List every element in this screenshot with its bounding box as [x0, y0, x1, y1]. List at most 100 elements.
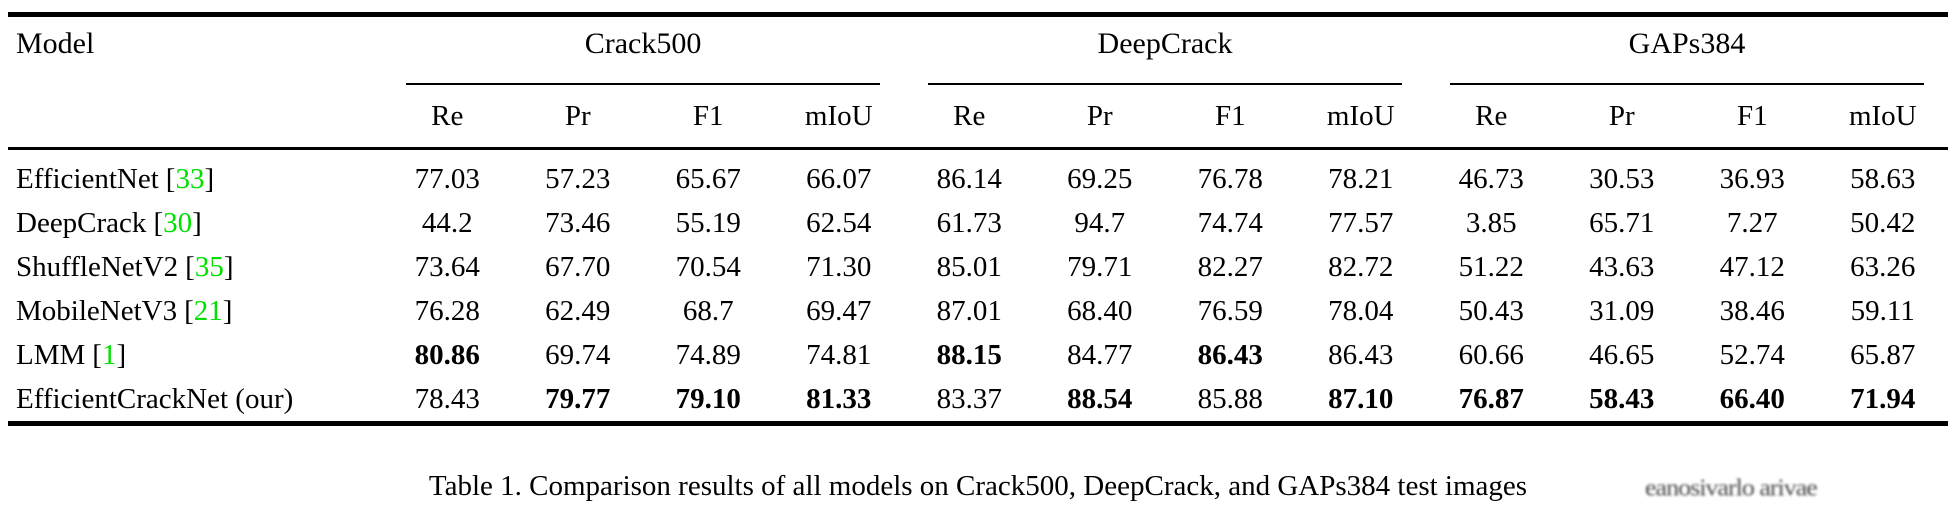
model-name-label: MobileNetV3 — [16, 294, 178, 327]
metric-value: 65.67 — [675, 162, 741, 195]
column-header-f1: F1 — [1687, 85, 1818, 150]
model-name: MobileNetV3 [21] — [8, 289, 382, 333]
metric-value: 85.01 — [936, 250, 1002, 283]
citation-link[interactable]: [35] — [185, 250, 234, 283]
metric-value: 82.27 — [1197, 250, 1263, 283]
metric-value: 94.7 — [1074, 206, 1126, 239]
metric-value: 87.10 — [1328, 382, 1394, 415]
metric-value: 87.01 — [936, 294, 1002, 327]
metric-value: 66.40 — [1719, 382, 1785, 415]
table-row: EfficientCrackNet (our) 78.43 79.77 79.10 81… — [8, 377, 1948, 424]
metric-value: 70.54 — [675, 250, 741, 283]
model-name-label: ShuffleNetV2 — [16, 250, 179, 283]
column-header-model: Model — [8, 14, 382, 150]
column-header-miou: mIoU — [1295, 85, 1427, 150]
metric-value: 76.87 — [1458, 382, 1524, 415]
metric-value: 71.30 — [806, 250, 872, 283]
table-row: LMM [1] 80.86 69.74 74.89 74.81 88.15 84.77 86.4… — [8, 333, 1948, 377]
metric-value: 62.49 — [545, 294, 611, 327]
table-header: Model Crack500 DeepCrack GAPs384 Re Pr F… — [8, 14, 1949, 150]
metric-value: 79.77 — [545, 382, 611, 415]
citation-number[interactable]: 33 — [175, 162, 205, 195]
metric-value: 79.10 — [675, 382, 741, 415]
group-header-gaps384: GAPs384 — [1426, 15, 1948, 86]
table-row: ShuffleNetV2 [35] 73.64 67.70 70.54 71.30 85.0… — [8, 245, 1948, 289]
metric-value: 43.63 — [1589, 250, 1655, 283]
model-name: LMM [1] — [8, 333, 382, 377]
citation-number[interactable]: 1 — [101, 338, 117, 371]
metric-value: 82.72 — [1328, 250, 1394, 283]
citation-number[interactable]: 35 — [194, 250, 224, 283]
caption-artifact-text: eanosivarlo arivae — [1645, 474, 1818, 501]
model-name: EfficientCrackNet (our) — [8, 377, 382, 424]
metric-value: 47.12 — [1719, 250, 1785, 283]
metric-value: 74.81 — [806, 338, 872, 371]
metric-value: 68.40 — [1067, 294, 1133, 327]
paper-table-figure: Model Crack500 DeepCrack GAPs384 Re Pr F… — [0, 12, 1956, 523]
metric-value: 59.11 — [1850, 294, 1915, 327]
table-row: DeepCrack [30] 44.2 73.46 55.19 62.54 61.73 94.… — [8, 201, 1948, 245]
metric-value: 58.63 — [1850, 162, 1916, 195]
column-header-f1: F1 — [643, 85, 774, 150]
citation-number[interactable]: 30 — [163, 206, 193, 239]
metric-value: 58.43 — [1589, 382, 1655, 415]
metric-value: 74.74 — [1197, 206, 1263, 239]
model-name-label: DeepCrack — [16, 206, 147, 239]
comparison-table: Model Crack500 DeepCrack GAPs384 Re Pr F… — [8, 12, 1949, 426]
model-name: ShuffleNetV2 [35] — [8, 245, 382, 289]
citation-link[interactable]: [33] — [165, 162, 215, 195]
metric-value: 69.47 — [806, 294, 872, 327]
metric-value: 62.54 — [806, 206, 872, 239]
metric-value: 76.59 — [1197, 294, 1263, 327]
citation-number[interactable]: 21 — [193, 294, 223, 327]
column-header-re: Re — [904, 85, 1035, 150]
metric-value: 46.65 — [1589, 338, 1655, 371]
metric-value: 76.78 — [1197, 162, 1263, 195]
metric-value: 30.53 — [1589, 162, 1655, 195]
metric-value: 38.46 — [1719, 294, 1785, 327]
table-row: EfficientNet [33] 77.03 57.23 65.67 66.07 86.1… — [8, 149, 1948, 202]
metric-value: 73.46 — [545, 206, 611, 239]
caption-text: Table 1. Comparison results of all model… — [428, 470, 1528, 502]
metric-value: 79.71 — [1067, 250, 1133, 283]
metric-value: 55.19 — [675, 206, 741, 239]
metric-value: 83.37 — [936, 382, 1002, 415]
metric-value: 57.23 — [545, 162, 611, 195]
metric-value: 69.25 — [1067, 162, 1133, 195]
metric-value: 78.21 — [1328, 162, 1394, 195]
column-header-re: Re — [382, 85, 513, 150]
metric-value: 86.14 — [936, 162, 1002, 195]
metric-value: 74.89 — [675, 338, 741, 371]
model-name-label: LMM — [16, 338, 86, 371]
metric-value: 84.77 — [1067, 338, 1133, 371]
column-header-f1: F1 — [1165, 85, 1296, 150]
model-name-label: EfficientNet — [16, 162, 159, 195]
table-caption: Table 1. Comparison results of all model… — [0, 470, 1956, 503]
model-name: EfficientNet [33] — [8, 149, 382, 202]
metric-value: 78.43 — [414, 382, 480, 415]
metric-value: 69.74 — [545, 338, 611, 371]
column-header-pr: Pr — [1556, 85, 1688, 150]
column-header-re: Re — [1426, 85, 1557, 150]
citation-link[interactable]: [1] — [92, 338, 127, 371]
metric-value: 86.43 — [1197, 338, 1263, 371]
citation-link[interactable]: [21] — [184, 294, 233, 327]
table-body: EfficientNet [33] 77.03 57.23 65.67 66.07 86.1… — [8, 149, 1948, 424]
group-header-crack500: Crack500 — [382, 15, 904, 86]
metric-value: 50.42 — [1850, 206, 1916, 239]
metric-value: 66.07 — [806, 162, 872, 195]
metric-value: 51.22 — [1458, 250, 1524, 283]
metric-value: 65.71 — [1589, 206, 1655, 239]
metric-value: 31.09 — [1589, 294, 1655, 327]
metric-value: 63.26 — [1850, 250, 1916, 283]
metric-value: 85.88 — [1197, 382, 1263, 415]
metric-value: 3.85 — [1465, 206, 1517, 239]
metric-value: 76.28 — [414, 294, 480, 327]
citation-link[interactable]: [30] — [153, 206, 202, 239]
metric-value: 36.93 — [1719, 162, 1785, 195]
metric-value: 50.43 — [1458, 294, 1524, 327]
metric-value: 78.04 — [1328, 294, 1394, 327]
metric-value: 73.64 — [414, 250, 480, 283]
metric-value: 81.33 — [806, 382, 872, 415]
group-header-deepcrack: DeepCrack — [904, 15, 1426, 86]
